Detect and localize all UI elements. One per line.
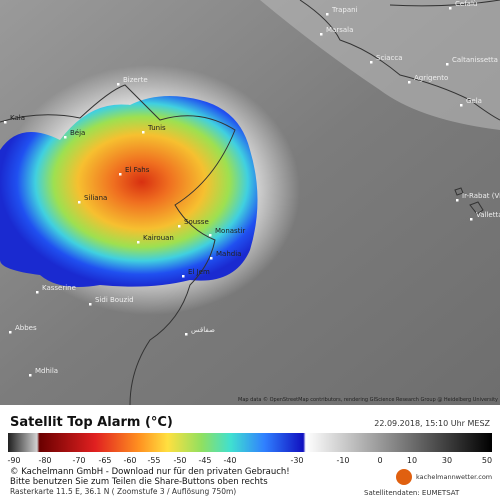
city-dot [182, 275, 185, 278]
city-label: Mdhila [35, 367, 58, 375]
city-dot [210, 257, 213, 260]
coastline-sicily [299, 0, 500, 121]
city-dot [320, 33, 323, 36]
city-label: Agrigento [414, 74, 448, 82]
city-label: Ir-Rabat (Victoria) [462, 192, 500, 200]
city-label: Sousse [184, 218, 209, 226]
city-label: Gela [466, 97, 482, 105]
city-label: Monastir [215, 227, 245, 235]
logo-text: kachelmannwetter.com [416, 473, 492, 481]
city-label: Abbes [15, 324, 37, 332]
colorbar-tick: -50 [173, 456, 186, 465]
city-label: Caltanissetta [452, 56, 498, 64]
city-dot [9, 331, 12, 334]
city-dot [408, 81, 411, 84]
colorbar [8, 433, 492, 452]
cloud-band [260, 0, 500, 130]
city-dot [370, 61, 373, 64]
colorbar-tick: -10 [336, 456, 349, 465]
city-label: Marsala [326, 26, 353, 34]
source: Satellitendaten: EUMETSAT [364, 489, 460, 497]
city-dot [456, 199, 459, 202]
city-label: Kala [10, 114, 25, 122]
colorbar-tick: -60 [123, 456, 136, 465]
colorbar-tick: 10 [407, 456, 417, 465]
legend-title: Satellit Top Alarm (°C) [10, 415, 173, 430]
city-dot [137, 241, 140, 244]
city-dot [460, 104, 463, 107]
colorbar-tick: -90 [7, 456, 20, 465]
footer-line: Bitte benutzen Sie zum Teilen die Share-… [10, 477, 268, 487]
city-label: Tunis [147, 124, 166, 132]
logo-icon [396, 469, 412, 485]
city-label: Kairouan [143, 234, 174, 242]
city-dot [142, 131, 145, 134]
colorbar-tick: -80 [38, 456, 51, 465]
storm-cells [0, 96, 258, 288]
footer-line: © Kachelmann GmbH - Download nur für den… [10, 467, 290, 477]
city-dot [29, 374, 32, 377]
colorbar-tick: -30 [290, 456, 303, 465]
city-label: صفاقس [191, 326, 215, 334]
coastline-malta [454, 187, 484, 215]
city-label: Kasserine [42, 284, 76, 292]
city-dot [78, 201, 81, 204]
city-label: Bizerte [123, 76, 148, 84]
colorbar-tick: -70 [72, 456, 85, 465]
city-label: Sidi Bouzid [95, 296, 134, 304]
city-dot [470, 218, 473, 221]
city-label: Cefalù [455, 0, 477, 8]
city-dot [36, 291, 39, 294]
city-label: Sciacca [376, 54, 403, 62]
colorbar-tick: -40 [223, 456, 236, 465]
timestamp: 22.09.2018, 15:10 Uhr MESZ [374, 419, 490, 428]
attribution: Map data © OpenStreetMap contributors, r… [238, 396, 498, 403]
city-dot [178, 225, 181, 228]
colorbar-tick: -45 [198, 456, 211, 465]
city-dot [117, 83, 120, 86]
city-label: Siliana [84, 194, 107, 202]
colorbar-tick: 0 [377, 456, 382, 465]
city-label: Trapani [331, 6, 358, 14]
city-dot [446, 63, 449, 66]
city-dot [119, 173, 122, 176]
city-label: El Fahs [125, 166, 150, 174]
colorbar-tick: -65 [98, 456, 111, 465]
city-dot [449, 7, 452, 10]
city-label: Mahdia [216, 250, 241, 258]
city-dot [4, 121, 7, 124]
coastline-tunisia [0, 84, 236, 406]
city-dot [209, 234, 212, 237]
city-label: Valletta [476, 211, 500, 219]
colorbar-tick: -55 [147, 456, 160, 465]
city-dot [326, 13, 329, 16]
city-label: Béja [70, 129, 85, 137]
colorbar-tick: 50 [482, 456, 492, 465]
colorbar-tick: 30 [442, 456, 452, 465]
city-dot [64, 136, 67, 139]
footer-line: Rasterkarte 11.5 E, 36.1 N ( Zoomstufe 3… [10, 487, 236, 496]
city-dot [185, 333, 188, 336]
city-label: El Jem [188, 268, 210, 276]
city-dot [89, 303, 92, 306]
